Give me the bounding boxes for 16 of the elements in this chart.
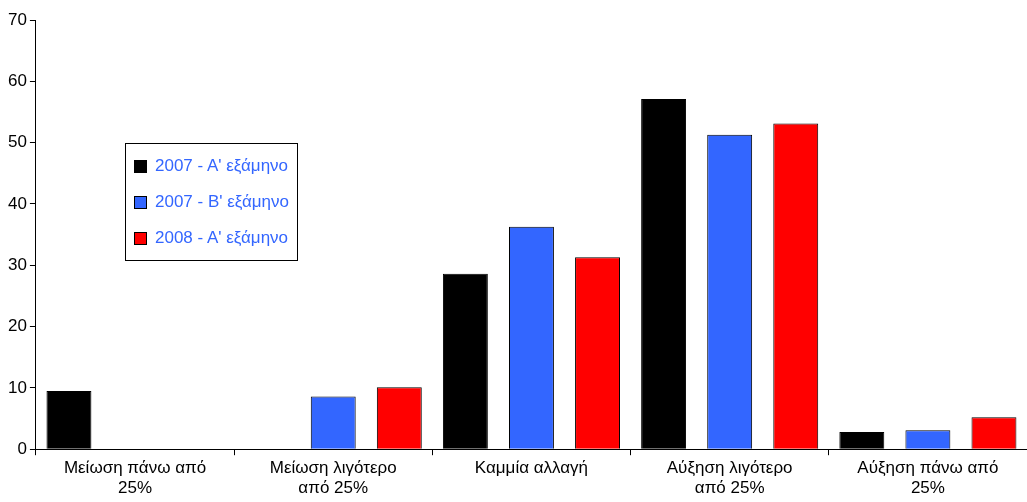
legend-label: 2008 - Α' εξάμηνο	[154, 227, 289, 249]
y-tick-label: 70	[7, 9, 27, 29]
y-tick-label: 0	[17, 438, 27, 458]
y-tick-label: 10	[7, 377, 27, 397]
x-tick-label: Αύξηση λιγότερο από 25%	[666, 458, 793, 498]
legend-label: 2007 - Α' εξάμηνο	[154, 155, 289, 177]
y-tick-label: 50	[7, 132, 27, 152]
y-tick-label: 60	[7, 71, 27, 90]
legend-label: 2007 - Β' εξάμηνο	[154, 191, 289, 213]
y-tick-label: 30	[7, 254, 27, 274]
y-tick-label: 40	[7, 193, 27, 213]
x-tick-label: Μείωση λιγότερο από 25%	[269, 458, 397, 498]
x-tick-label: Μείωση πάνω από 25%	[63, 458, 207, 498]
x-tick-label: Καμμία αλλαγή	[474, 458, 589, 478]
y-tick-label: 20	[7, 316, 27, 336]
x-tick-label: Αύξηση πάνω από 25%	[857, 458, 999, 498]
